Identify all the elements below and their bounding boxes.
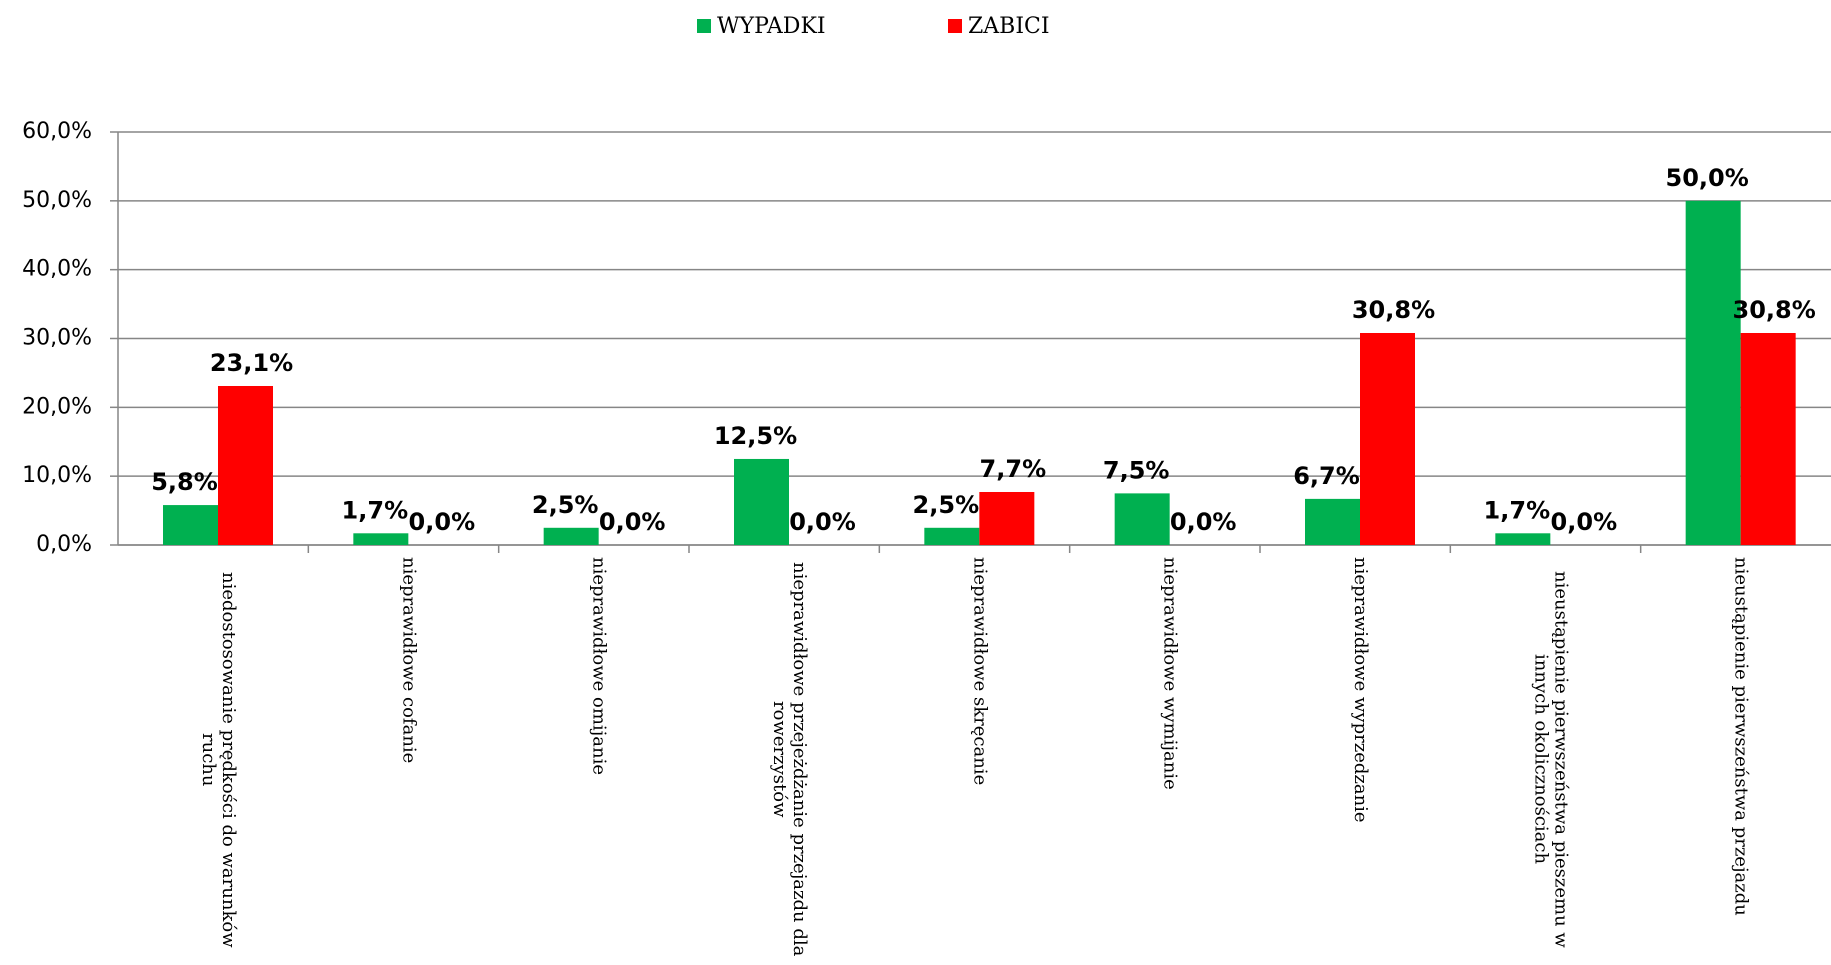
- bar: [1305, 498, 1360, 545]
- y-tick-label: 30,0%: [22, 326, 92, 351]
- bar: [218, 385, 273, 545]
- legend-label: ZABICI: [968, 14, 1050, 39]
- x-tick-label: nieustąpienie pierwszeństwa przejazdu: [1730, 557, 1752, 916]
- y-tick-label: 60,0%: [22, 119, 92, 144]
- value-label: 0,0%: [1170, 508, 1237, 536]
- value-label: 30,8%: [1352, 296, 1435, 324]
- bar: [1740, 332, 1796, 545]
- y-tick-label: 50,0%: [22, 188, 92, 213]
- x-tick-label: niedostosowanie prędkości do warunków ru…: [198, 571, 239, 948]
- y-tick-label: 20,0%: [22, 394, 92, 419]
- bar: [353, 533, 409, 545]
- bar: [1685, 200, 1741, 546]
- y-tick-label: 40,0%: [22, 257, 92, 282]
- x-tick-label: nieprawidłowe wymijanie: [1159, 557, 1181, 790]
- legend-swatch: [697, 19, 711, 33]
- value-label: 5,8%: [151, 468, 218, 496]
- x-tick-label: nieustąpienie pierwszeństwa pieszemu w i…: [1530, 571, 1572, 948]
- bar: [1114, 493, 1170, 545]
- x-tick-label: nieprawidłowe wyprzedzanie: [1350, 557, 1371, 823]
- legend-swatch: [948, 19, 962, 33]
- x-tick-label: nieprawidłowe omijanie: [588, 557, 610, 775]
- value-label: 30,8%: [1733, 296, 1816, 324]
- legend-label: WYPADKI: [717, 14, 826, 39]
- value-label: 7,7%: [980, 455, 1047, 483]
- bar: [924, 527, 980, 545]
- x-tick-label: nieprawidłowe przejeżdżanie przejazdu dl…: [769, 562, 810, 957]
- value-label: 6,7%: [1293, 462, 1360, 490]
- value-label: 50,0%: [1666, 164, 1749, 192]
- value-label: 12,5%: [714, 422, 797, 450]
- value-label: 1,7%: [1484, 496, 1551, 524]
- bar: [734, 458, 789, 545]
- value-label: 0,0%: [789, 508, 856, 536]
- value-label: 1,7%: [342, 496, 409, 524]
- value-label: 0,0%: [599, 508, 666, 536]
- bar: [543, 527, 599, 545]
- bar: [1495, 533, 1551, 545]
- value-label: 23,1%: [210, 349, 293, 377]
- value-label: 0,0%: [1551, 508, 1618, 536]
- bar: [1360, 332, 1415, 545]
- x-tick-label: nieprawidłowe skręcanie: [969, 557, 991, 786]
- x-tick-label: nieprawidłowe cofanie: [398, 557, 420, 764]
- value-label: 2,5%: [532, 491, 599, 519]
- bar: [163, 505, 218, 545]
- y-tick-label: 10,0%: [22, 463, 92, 488]
- y-tick-label: 0,0%: [36, 532, 92, 557]
- value-label: 2,5%: [913, 491, 980, 519]
- value-label: 0,0%: [409, 508, 476, 536]
- value-label: 7,5%: [1103, 456, 1170, 484]
- bar: [979, 491, 1035, 545]
